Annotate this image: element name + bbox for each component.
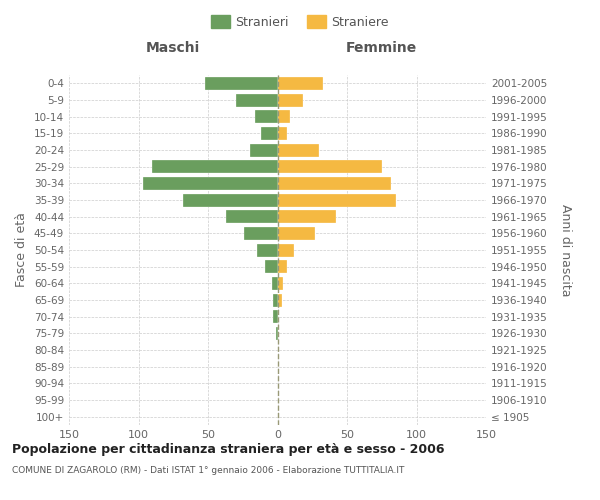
- Bar: [255, 110, 277, 123]
- Bar: [236, 94, 277, 106]
- Bar: [276, 327, 277, 340]
- Bar: [143, 177, 277, 190]
- Bar: [277, 210, 336, 223]
- Bar: [277, 244, 294, 256]
- Bar: [183, 194, 277, 206]
- Bar: [205, 77, 277, 90]
- Bar: [152, 160, 277, 173]
- Bar: [277, 177, 391, 190]
- Y-axis label: Fasce di età: Fasce di età: [16, 212, 28, 288]
- Bar: [277, 294, 281, 306]
- Bar: [250, 144, 277, 156]
- Bar: [277, 160, 382, 173]
- Bar: [272, 277, 277, 290]
- Bar: [277, 277, 283, 290]
- Bar: [244, 227, 277, 240]
- Bar: [277, 110, 290, 123]
- Legend: Stranieri, Straniere: Stranieri, Straniere: [208, 11, 392, 32]
- Bar: [277, 127, 287, 140]
- Bar: [277, 77, 323, 90]
- Bar: [257, 244, 277, 256]
- Bar: [277, 94, 302, 106]
- Bar: [277, 194, 395, 206]
- Bar: [274, 294, 277, 306]
- Text: Popolazione per cittadinanza straniera per età e sesso - 2006: Popolazione per cittadinanza straniera p…: [12, 442, 445, 456]
- Bar: [261, 127, 277, 140]
- Text: Femmine: Femmine: [346, 41, 418, 55]
- Bar: [274, 310, 277, 323]
- Bar: [277, 144, 319, 156]
- Bar: [277, 260, 287, 273]
- Y-axis label: Anni di nascita: Anni di nascita: [559, 204, 572, 296]
- Bar: [265, 260, 277, 273]
- Text: COMUNE DI ZAGAROLO (RM) - Dati ISTAT 1° gennaio 2006 - Elaborazione TUTTITALIA.I: COMUNE DI ZAGAROLO (RM) - Dati ISTAT 1° …: [12, 466, 404, 475]
- Bar: [226, 210, 277, 223]
- Bar: [277, 227, 315, 240]
- Text: Maschi: Maschi: [146, 41, 200, 55]
